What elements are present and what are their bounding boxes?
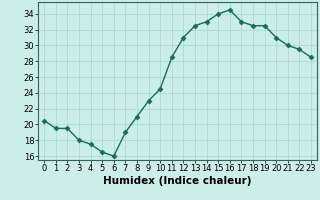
X-axis label: Humidex (Indice chaleur): Humidex (Indice chaleur) (103, 176, 252, 186)
